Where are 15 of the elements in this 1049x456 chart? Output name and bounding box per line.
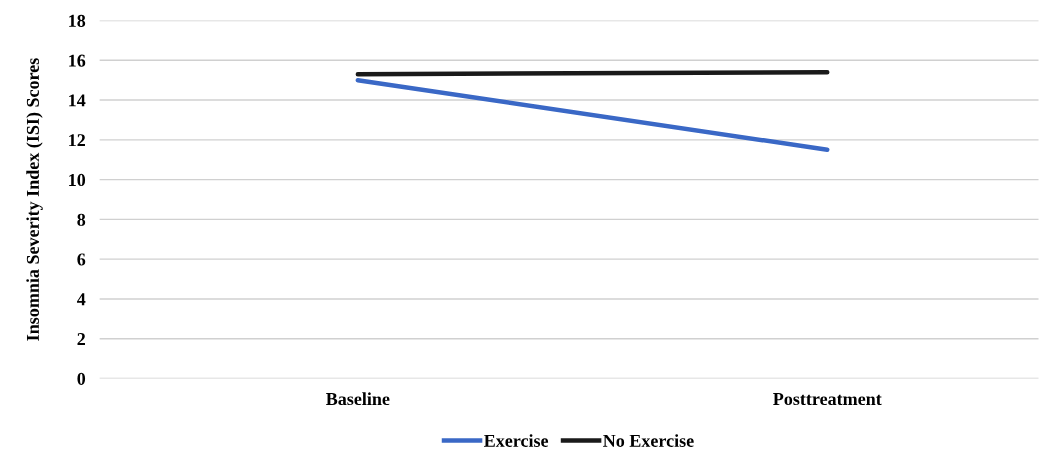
y-tick-label: 4 [76,293,86,306]
y-tick-label: 18 [69,14,86,27]
y-tick-label: 10 [69,173,86,187]
x-tick-label: Baseline [326,392,390,406]
y-tick-label: 2 [77,333,85,345]
y-axis-title: Insomnia Severity Index (ISI) Scores [26,58,43,341]
y-tick-label: 8 [77,213,86,226]
legend-label: No Exercise [603,434,694,447]
y-tick-label: 12 [69,134,85,147]
legend-label: Exercise [484,434,549,447]
y-tick-label: 0 [77,372,86,385]
y-tick-label: 14 [69,94,86,107]
x-tick-label: Posttreatment [773,393,882,406]
y-tick-label: 16 [69,54,86,67]
y-tick-label: 6 [77,253,86,266]
